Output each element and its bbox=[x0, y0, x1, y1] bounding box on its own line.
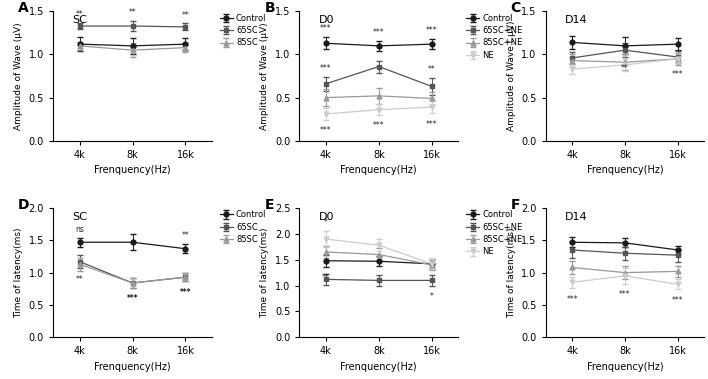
Text: D0: D0 bbox=[319, 15, 334, 25]
Legend: Control, 65SC, 85SC: Control, 65SC, 85SC bbox=[219, 13, 268, 48]
Text: ***: *** bbox=[320, 64, 331, 73]
Text: ***: *** bbox=[672, 296, 684, 305]
X-axis label: Frenquency(Hz): Frenquency(Hz) bbox=[587, 362, 663, 372]
Text: *: * bbox=[324, 218, 328, 227]
Text: ***: *** bbox=[373, 28, 384, 37]
Text: ns: ns bbox=[75, 225, 84, 234]
Text: **: ** bbox=[182, 11, 189, 20]
Text: D14: D14 bbox=[565, 212, 587, 222]
Y-axis label: Amplitude of Wave (μV): Amplitude of Wave (μV) bbox=[261, 22, 269, 130]
Text: ***: *** bbox=[127, 294, 138, 303]
Text: ***: *** bbox=[566, 294, 578, 304]
Text: ***: *** bbox=[180, 288, 191, 296]
Text: D0: D0 bbox=[319, 212, 334, 222]
Text: **: ** bbox=[76, 10, 84, 19]
Text: ***: *** bbox=[320, 127, 331, 135]
Y-axis label: Amplitude of Wave ( μV): Amplitude of Wave ( μV) bbox=[507, 21, 515, 131]
Text: ***: *** bbox=[373, 121, 384, 130]
Legend: Control, 65SC+NE, 85SC+NE, NE: Control, 65SC+NE, 85SC+NE, NE bbox=[466, 210, 523, 257]
Legend: Control, 65SC+NE, 85SC+NE, NE: Control, 65SC+NE, 85SC+NE, NE bbox=[466, 13, 523, 61]
Text: ***: *** bbox=[320, 24, 331, 33]
Y-axis label: Time of latency(ms): Time of latency(ms) bbox=[261, 227, 269, 318]
Text: E: E bbox=[264, 197, 274, 211]
Y-axis label: Time of latency(ms): Time of latency(ms) bbox=[507, 227, 515, 318]
Text: ***: *** bbox=[426, 26, 438, 35]
Text: **: ** bbox=[182, 231, 189, 240]
X-axis label: Frenquency(Hz): Frenquency(Hz) bbox=[587, 165, 663, 175]
Legend: Control, 65SC, 85SC: Control, 65SC, 85SC bbox=[219, 210, 268, 245]
X-axis label: Frenquency(Hz): Frenquency(Hz) bbox=[94, 362, 171, 372]
Text: SC: SC bbox=[72, 212, 87, 222]
Text: C: C bbox=[510, 1, 521, 15]
X-axis label: Frenquency(Hz): Frenquency(Hz) bbox=[341, 165, 417, 175]
Text: F: F bbox=[510, 197, 520, 211]
Text: D14: D14 bbox=[565, 15, 587, 25]
Text: **: ** bbox=[129, 8, 137, 17]
Text: ***: *** bbox=[672, 70, 684, 78]
Text: **: ** bbox=[322, 273, 330, 282]
Y-axis label: Amplitude of Wave (μV): Amplitude of Wave (μV) bbox=[14, 22, 23, 130]
Text: A: A bbox=[18, 1, 29, 15]
X-axis label: Frenquency(Hz): Frenquency(Hz) bbox=[94, 165, 171, 175]
Y-axis label: Time of latency(ms): Time of latency(ms) bbox=[14, 227, 23, 318]
Text: **: ** bbox=[621, 64, 629, 72]
Text: **: ** bbox=[76, 274, 84, 283]
Text: D: D bbox=[18, 197, 30, 211]
Text: ***: *** bbox=[620, 290, 631, 299]
Text: SC: SC bbox=[72, 15, 87, 25]
Text: B: B bbox=[264, 1, 275, 15]
Text: **: ** bbox=[428, 65, 435, 74]
Text: ***: *** bbox=[127, 294, 138, 303]
Text: *: * bbox=[430, 292, 434, 301]
X-axis label: Frenquency(Hz): Frenquency(Hz) bbox=[341, 362, 417, 372]
Text: ***: *** bbox=[180, 288, 191, 296]
Text: ***: *** bbox=[426, 120, 438, 128]
